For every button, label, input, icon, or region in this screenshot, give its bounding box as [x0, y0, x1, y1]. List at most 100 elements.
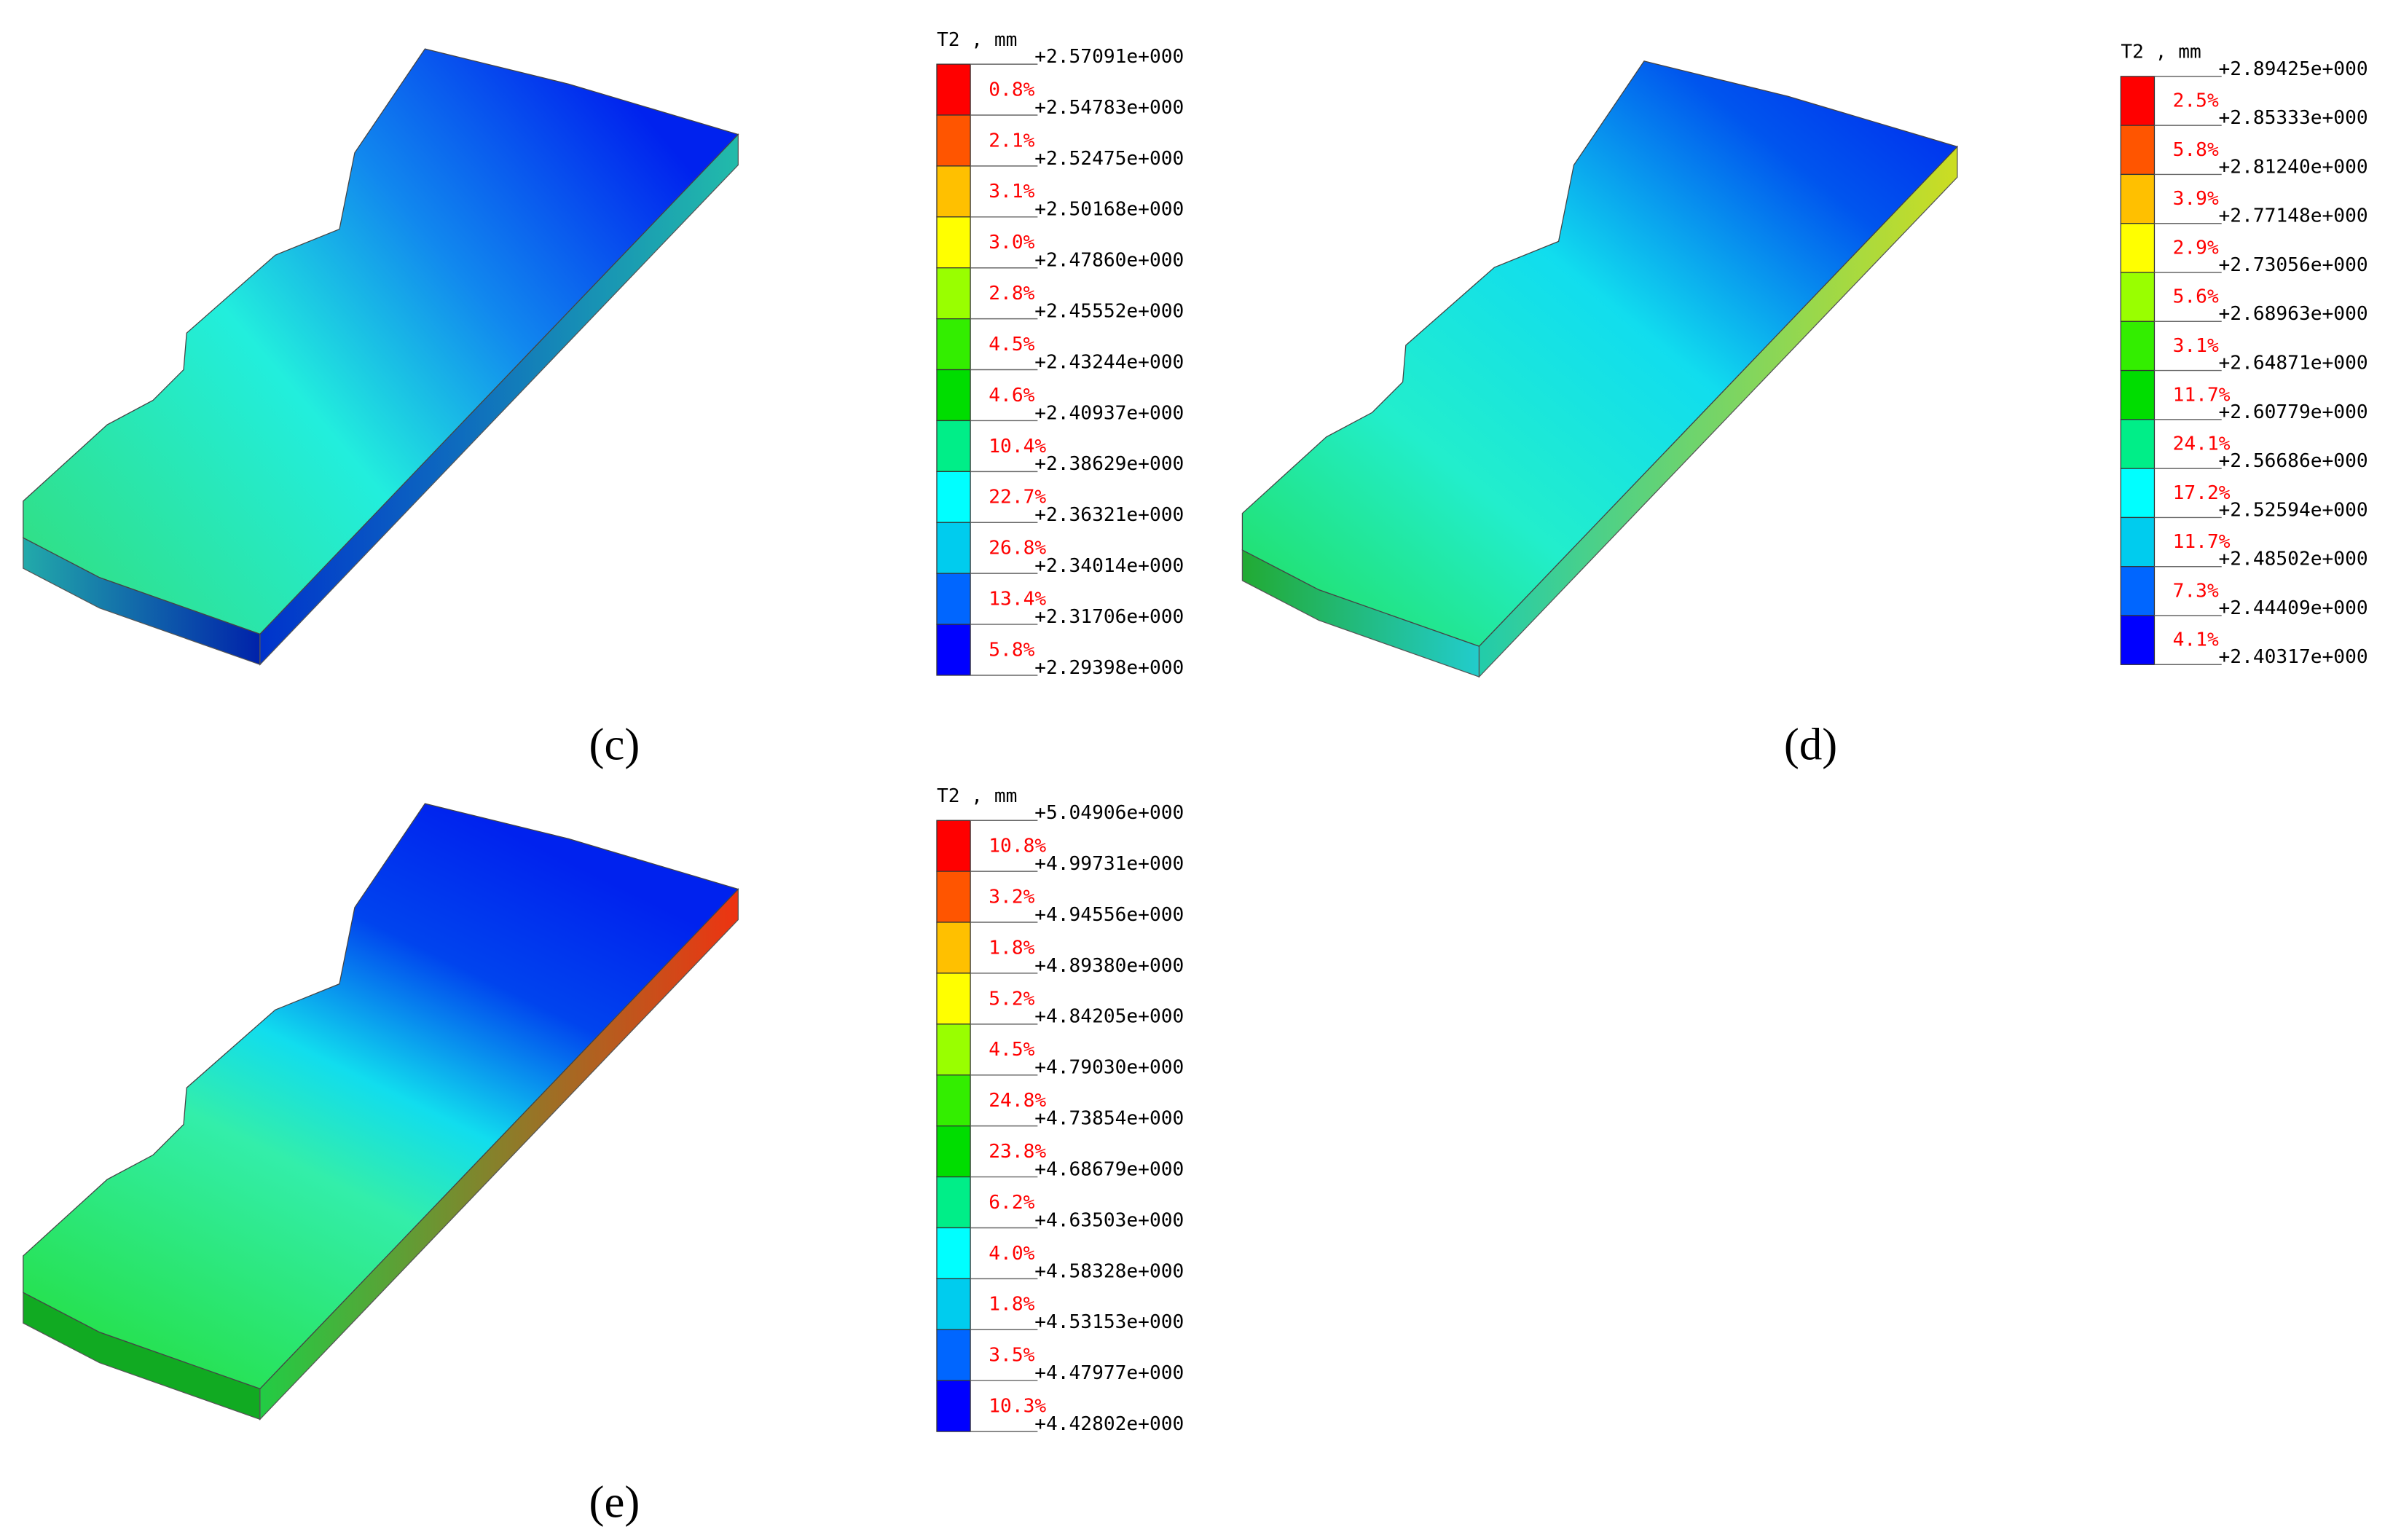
band-percentage: 11.7% — [2173, 384, 2231, 406]
band-percentage: 3.2% — [989, 886, 1034, 908]
legend-band — [936, 1278, 971, 1330]
legend-band — [936, 1024, 971, 1076]
band-percentage: 4.5% — [989, 1039, 1034, 1061]
level-value: +2.56686e+000 — [2219, 450, 2368, 472]
level-value: +2.29398e+000 — [1034, 657, 1184, 679]
legend-band — [936, 973, 971, 1025]
level-value: +4.94556e+000 — [1034, 904, 1184, 926]
band-percentage: 26.8% — [989, 538, 1046, 559]
level-value: +2.60779e+000 — [2219, 401, 2368, 423]
level-value: +2.50168e+000 — [1034, 199, 1184, 221]
band-percentage: 10.3% — [989, 1396, 1046, 1418]
level-value: +2.40937e+000 — [1034, 402, 1184, 424]
legend-band — [936, 1075, 971, 1127]
level-value: +4.58328e+000 — [1034, 1260, 1184, 1282]
band-percentage: 2.1% — [989, 130, 1034, 152]
band-percentage: 2.5% — [2173, 90, 2219, 112]
band-percentage: 1.8% — [989, 937, 1034, 959]
legend-band — [936, 1329, 971, 1381]
legend-band — [936, 165, 971, 218]
legend-band — [936, 267, 971, 320]
band-percentage: 24.8% — [989, 1090, 1046, 1112]
band-percentage: 4.1% — [2173, 629, 2219, 651]
legend-band — [2120, 516, 2156, 567]
band-percentage: 3.0% — [989, 232, 1034, 254]
level-value: +4.63503e+000 — [1034, 1209, 1184, 1231]
band-percentage: 13.4% — [989, 589, 1046, 610]
legend-band — [936, 318, 971, 371]
legend-band — [936, 573, 971, 625]
panel-label: (c) — [589, 718, 640, 769]
legend-band — [936, 420, 971, 472]
legend-band — [936, 1176, 971, 1229]
level-value: +2.73056e+000 — [2219, 254, 2368, 276]
legend-band — [936, 114, 971, 167]
band-percentage: 4.0% — [989, 1243, 1034, 1265]
legend-band — [936, 624, 971, 676]
level-value: +2.47860e+000 — [1034, 250, 1184, 272]
legend-band — [2120, 125, 2156, 176]
level-value: +4.89380e+000 — [1034, 955, 1184, 977]
panel-label: (d) — [1784, 718, 1837, 769]
model-view — [1241, 60, 1959, 678]
level-value: +2.36321e+000 — [1034, 504, 1184, 526]
band-percentage: 2.9% — [2173, 237, 2219, 259]
band-percentage: 5.6% — [2173, 286, 2219, 308]
band-percentage: 3.1% — [2173, 335, 2219, 357]
band-percentage: 5.8% — [989, 639, 1034, 661]
band-percentage: 3.9% — [2173, 188, 2219, 210]
level-value: +2.77148e+000 — [2219, 205, 2368, 227]
band-percentage: 5.8% — [2173, 139, 2219, 161]
legend-band — [2120, 272, 2156, 322]
level-value: +2.89425e+000 — [2219, 58, 2368, 80]
band-percentage: 4.6% — [989, 385, 1034, 406]
level-value: +2.52475e+000 — [1034, 148, 1184, 170]
level-value: +2.48502e+000 — [2219, 549, 2368, 570]
legend-band — [2120, 369, 2156, 420]
band-percentage: 4.5% — [989, 334, 1034, 355]
level-value: +2.43244e+000 — [1034, 351, 1184, 373]
legend-band — [936, 922, 971, 974]
level-value: +2.45552e+000 — [1034, 301, 1184, 323]
level-value: +4.84205e+000 — [1034, 1006, 1184, 1028]
model-view — [23, 48, 739, 666]
legend-band — [936, 1125, 971, 1178]
level-value: +2.34014e+000 — [1034, 555, 1184, 577]
legend-band — [2120, 76, 2156, 126]
level-value: +4.47977e+000 — [1034, 1362, 1184, 1384]
band-percentage: 7.3% — [2173, 580, 2219, 602]
band-percentage: 10.8% — [989, 836, 1046, 857]
legend-band — [936, 820, 971, 872]
legend-band — [936, 471, 971, 523]
band-percentage: 11.7% — [2173, 531, 2231, 553]
band-percentage: 5.2% — [989, 988, 1034, 1010]
band-percentage: 24.1% — [2173, 433, 2231, 455]
level-value: +2.40317e+000 — [2219, 646, 2368, 668]
band-percentage: 3.5% — [989, 1345, 1034, 1367]
legend-band — [2120, 223, 2156, 273]
level-value: +4.53153e+000 — [1034, 1311, 1184, 1333]
level-value: +2.68963e+000 — [2219, 303, 2368, 325]
level-value: +2.52594e+000 — [2219, 499, 2368, 521]
level-value: +4.99731e+000 — [1034, 853, 1184, 875]
level-value: +4.68679e+000 — [1034, 1158, 1184, 1180]
legend-band — [936, 216, 971, 269]
legend-band — [936, 1227, 971, 1280]
legend-band — [2120, 419, 2156, 469]
band-percentage: 0.8% — [989, 79, 1034, 101]
level-value: +2.64871e+000 — [2219, 352, 2368, 374]
legend-title: T2 , mm — [937, 785, 1017, 807]
level-value: +2.44409e+000 — [2219, 597, 2368, 619]
model-top-face — [23, 48, 739, 635]
level-value: +2.57091e+000 — [1034, 46, 1184, 68]
model-top-face — [1241, 60, 1959, 647]
level-value: +5.04906e+000 — [1034, 802, 1184, 824]
band-percentage: 2.8% — [989, 283, 1034, 305]
legend-band — [936, 369, 971, 422]
band-percentage: 6.2% — [989, 1192, 1034, 1214]
contour-legend: T2 , mm 10.8% 3.2% 1.8% 5.2% 4.5% 24.8% 23.8% 6.… — [936, 785, 1184, 1435]
panel-label: (e) — [589, 1477, 640, 1528]
level-value: +4.42802e+000 — [1034, 1413, 1184, 1435]
